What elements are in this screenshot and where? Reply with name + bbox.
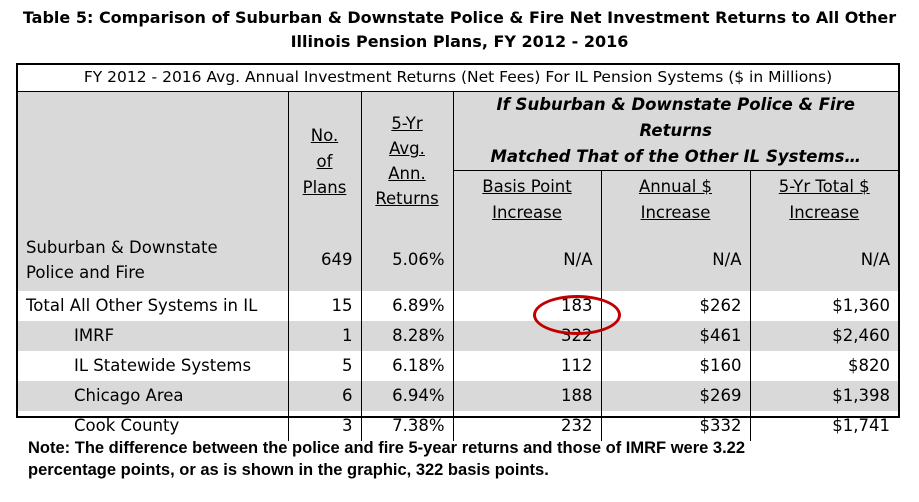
returns-cell: 6.18% [360,350,453,381]
returns-cell: 8.28% [360,320,453,351]
row-label: Suburban & Downstate Police and Fire [26,237,218,282]
header-total: 5-Yr Total $ Increase [749,170,898,229]
bp-cell: 188 [452,380,601,411]
total-cell: $2,460 [749,320,898,351]
returns-cell: 6.89% [360,290,453,321]
annual-cell: $160 [600,350,750,381]
row-label: Cook County [74,416,180,435]
total-cell: $1,360 [749,290,898,321]
table-title: Table 5: Comparison of Suburban & Downst… [0,6,919,54]
bp-cell: 112 [452,350,601,381]
row-label: Total All Other Systems in IL [26,296,258,315]
header-returns: 5-Yr Avg. Ann. Returns [360,91,453,229]
highlight-circle [533,295,621,335]
returns-cell: 7.38% [360,410,453,441]
row-label: IMRF [74,326,115,345]
row-label: Chicago Area [74,386,184,405]
footnote: Note: The difference between the police … [28,437,888,481]
plans-cell: 15 [287,290,361,321]
plans-cell: 5 [287,350,361,381]
title-line-1: Table 5: Comparison of Suburban & Downst… [22,8,897,27]
header-plans: No. of Plans [287,91,361,229]
table-row: Total All Other Systems in IL 15 6.89% 1… [18,290,898,321]
annual-cell: $332 [600,410,750,441]
table-row: IMRF 1 8.28% 322 $461 $2,460 [18,320,898,351]
table-row: Suburban & Downstate Police and Fire 649… [18,228,898,291]
returns-cell: 5.06% [360,228,453,291]
bp-cell: 232 [452,410,601,441]
total-cell: N/A [749,228,898,291]
bp-cell: N/A [452,228,601,291]
footnote-line-2: percentage points, or as is shown in the… [28,461,549,479]
header-row-1: No. of Plans 5-Yr Avg. Ann. Returns If S… [18,91,898,229]
table-row: IL Statewide Systems 5 6.18% 112 $160 $8… [18,350,898,381]
total-cell: $820 [749,350,898,381]
annual-cell: $262 [600,290,750,321]
footnote-line-1: Note: The difference between the police … [28,439,746,457]
row-label: IL Statewide Systems [74,356,252,375]
table-row: Chicago Area 6 6.94% 188 $269 $1,398 [18,380,898,411]
header-bp: Basis Point Increase [452,170,601,229]
plans-cell: 1 [287,320,361,351]
total-cell: $1,398 [749,380,898,411]
returns-table: No. of Plans 5-Yr Avg. Ann. Returns If S… [18,91,898,441]
header-annual: Annual $ Increase [600,170,750,229]
returns-cell: 6.94% [360,380,453,411]
plans-cell: 6 [287,380,361,411]
header-row-2: Basis Point Increase Annual $ Increase 5… [18,170,898,229]
annual-cell: N/A [600,228,750,291]
plans-cell: 3 [287,410,361,441]
header-banner: If Suburban & Downstate Police & Fire Re… [452,91,898,171]
annual-cell: $269 [600,380,750,411]
table-row: Cook County 3 7.38% 232 $332 $1,741 [18,410,898,441]
total-cell: $1,741 [749,410,898,441]
annual-cell: $461 [600,320,750,351]
table-caption: FY 2012 - 2016 Avg. Annual Investment Re… [83,68,833,86]
title-line-2: Illinois Pension Plans, FY 2012 - 2016 [290,32,629,51]
plans-cell: 649 [287,228,361,291]
